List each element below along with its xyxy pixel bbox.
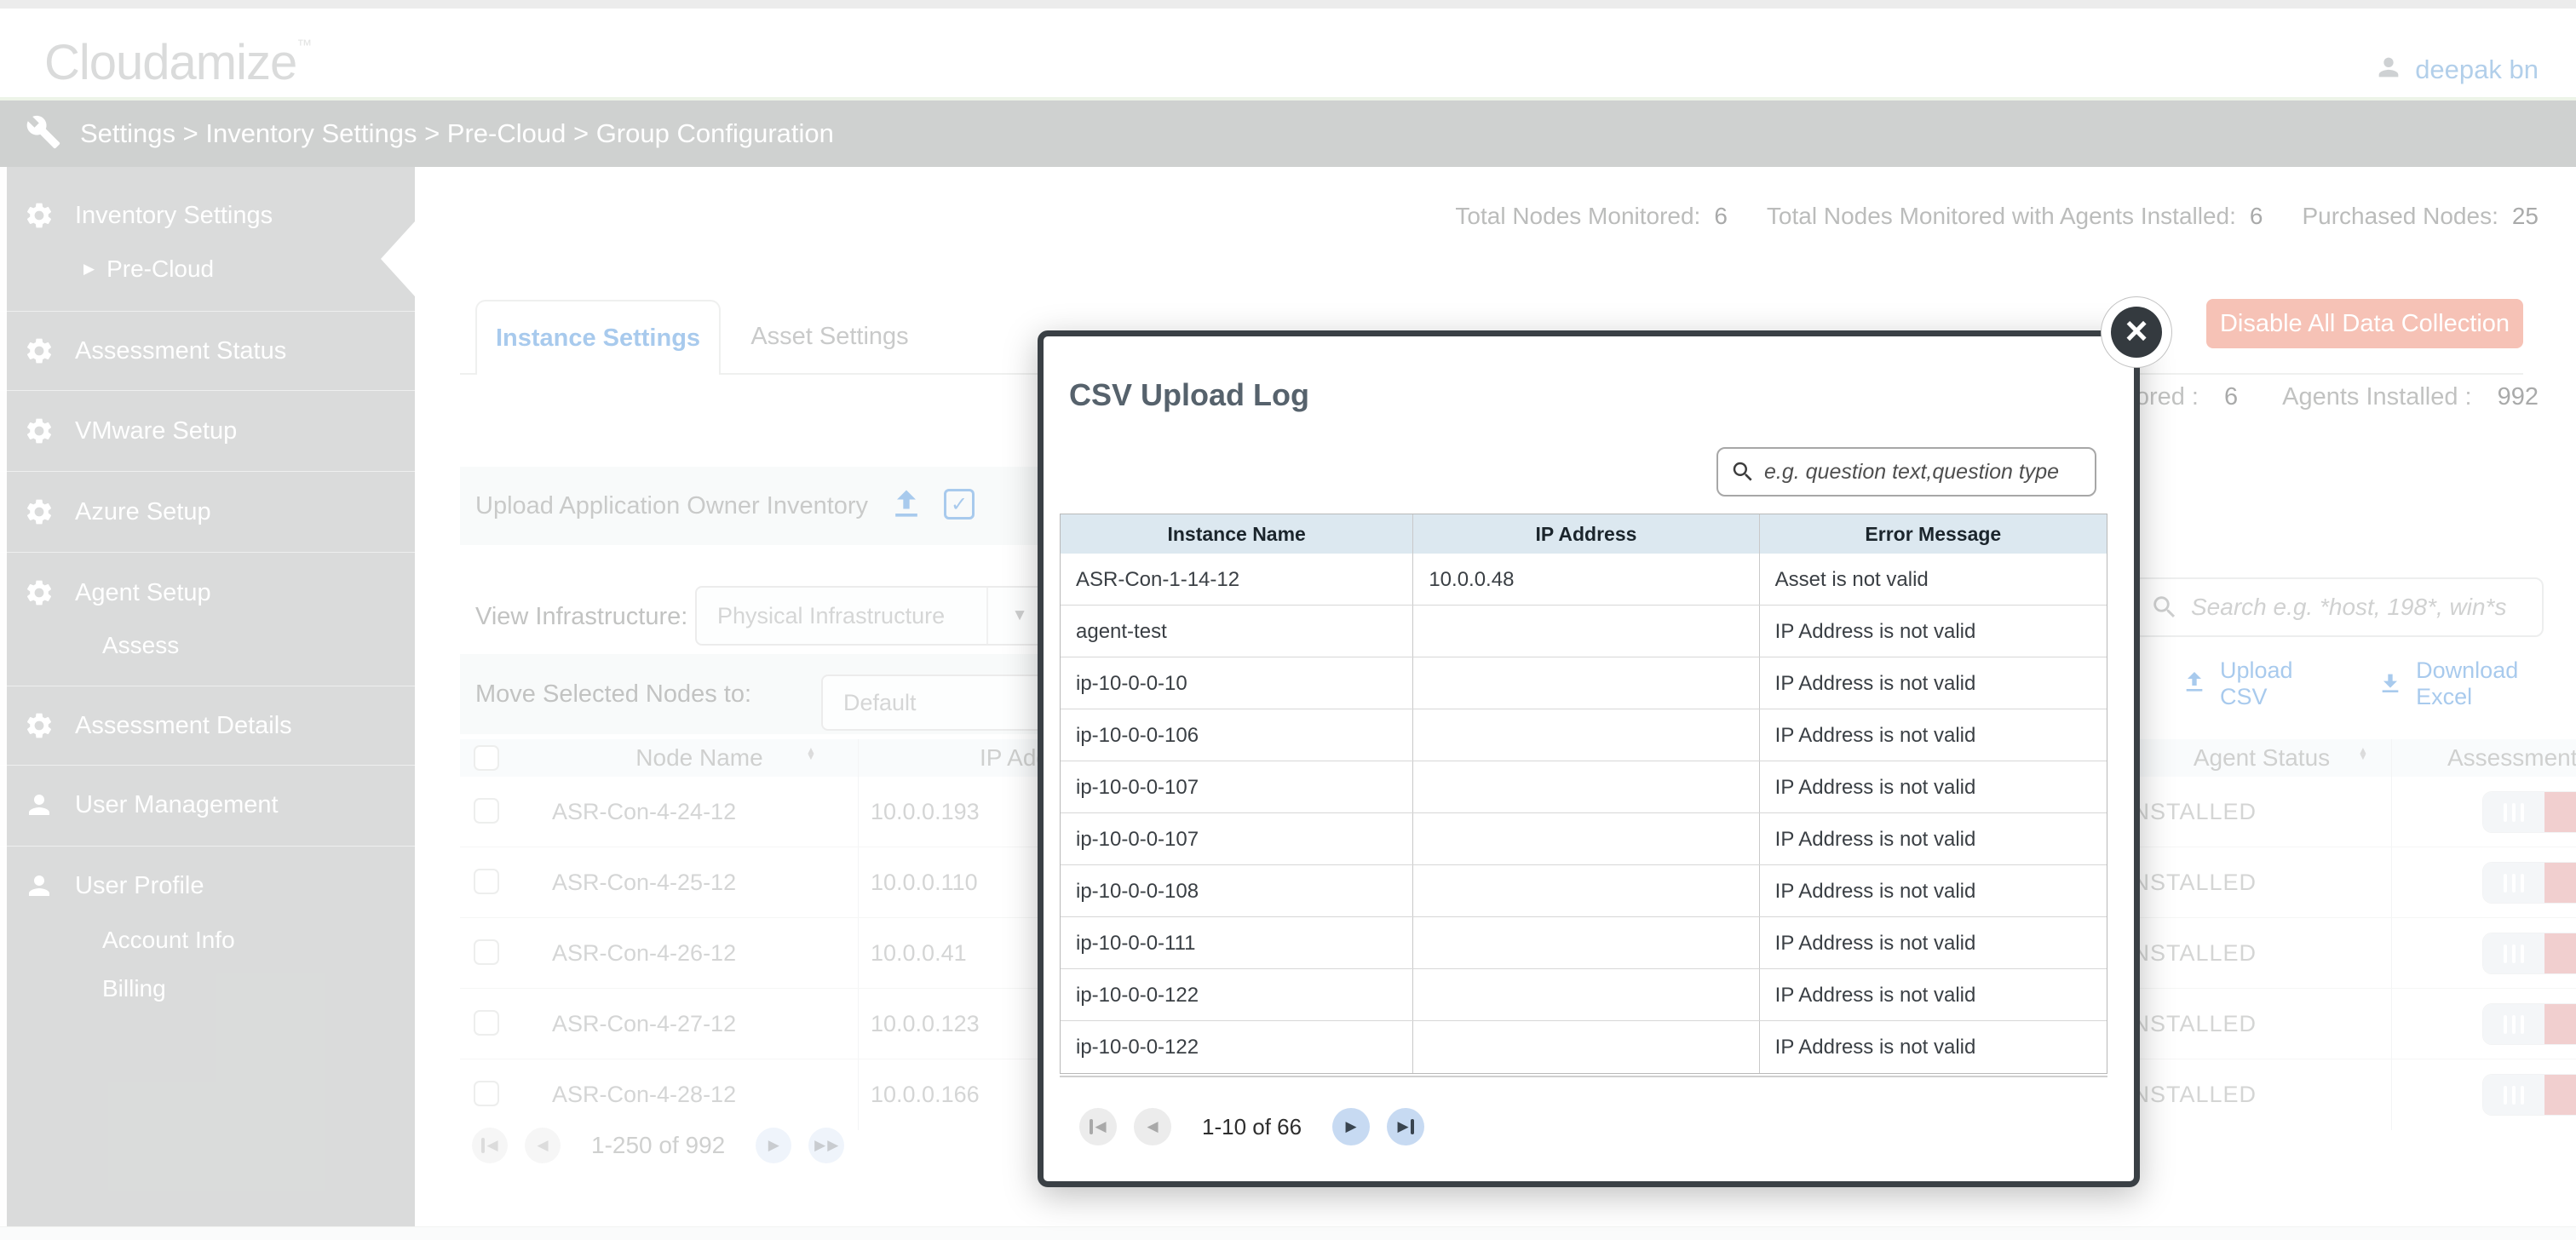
cell-ip-address xyxy=(1413,1021,1760,1073)
cell-instance-name: ip-10-0-0-10 xyxy=(1061,657,1414,709)
table-row: ip-10-0-0-107 IP Address is not valid xyxy=(1061,761,2107,813)
cell-error-message: IP Address is not valid xyxy=(1774,1036,1976,1059)
table-row: ip-10-0-0-108 IP Address is not valid xyxy=(1061,865,2107,917)
table-row: ip-10-0-0-122 IP Address is not valid xyxy=(1061,1021,2107,1073)
cell-instance-name: agent-test xyxy=(1061,606,1414,657)
modal-search-input[interactable] xyxy=(1764,459,2095,485)
cell-error-message: IP Address is not valid xyxy=(1774,724,1976,747)
page-range: 1-10 of 66 xyxy=(1202,1113,1302,1140)
close-icon: × xyxy=(2111,307,2162,358)
cell-instance-name: ip-10-0-0-111 xyxy=(1061,917,1414,968)
cell-instance-name: ip-10-0-0-108 xyxy=(1061,865,1414,916)
cell-ip-address xyxy=(1413,865,1760,916)
search-icon xyxy=(1730,459,1756,485)
cell-instance-name: ip-10-0-0-107 xyxy=(1061,761,1414,812)
table-body: ASR-Con-1-14-12 10.0.0.48 Asset is not v… xyxy=(1061,554,2107,1073)
cell-instance-name: ip-10-0-0-122 xyxy=(1061,969,1414,1020)
cell-ip-address xyxy=(1413,969,1760,1020)
cell-instance-name: ip-10-0-0-106 xyxy=(1061,709,1414,761)
column-header-instance-name: Instance Name xyxy=(1061,514,1414,554)
modal-close-button[interactable]: × xyxy=(2102,297,2171,367)
table-row: ip-10-0-0-111 IP Address is not valid xyxy=(1061,917,2107,969)
first-page-icon: ◀ xyxy=(1095,1118,1107,1134)
cell-ip-address: 10.0.0.48 xyxy=(1413,554,1760,605)
first-page-button[interactable]: ◀ xyxy=(1079,1108,1117,1145)
table-row: ip-10-0-0-10 IP Address is not valid xyxy=(1061,657,2107,709)
last-page-button[interactable]: ▶ xyxy=(1387,1108,1425,1145)
cell-instance-name: ip-10-0-0-122 xyxy=(1061,1021,1414,1073)
cell-error-message: IP Address is not valid xyxy=(1774,620,1976,643)
cell-ip-address xyxy=(1413,709,1760,761)
cell-error-message: IP Address is not valid xyxy=(1774,776,1976,799)
table-row: agent-test IP Address is not valid xyxy=(1061,606,2107,657)
next-page-icon: ▶ xyxy=(1345,1118,1357,1134)
cell-ip-address xyxy=(1413,657,1760,709)
cell-ip-address xyxy=(1413,761,1760,812)
cell-ip-address xyxy=(1413,917,1760,968)
modal-pagination: ◀ ◀ 1-10 of 66 ▶ ▶ xyxy=(1079,1108,1425,1145)
column-header-ip-address: IP Address xyxy=(1413,514,1760,554)
table-row: ASR-Con-1-14-12 10.0.0.48 Asset is not v… xyxy=(1061,554,2107,606)
table-bottom-line xyxy=(1060,1076,2107,1077)
next-page-button[interactable]: ▶ xyxy=(1332,1108,1371,1145)
cell-instance-name: ASR-Con-1-14-12 xyxy=(1061,554,1414,605)
modal-title: CSV Upload Log xyxy=(1069,377,1309,412)
table-row: ip-10-0-0-122 IP Address is not valid xyxy=(1061,969,2107,1021)
modal-search-box[interactable] xyxy=(1716,447,2096,497)
prev-page-button[interactable]: ◀ xyxy=(1134,1108,1171,1145)
cell-instance-name: ip-10-0-0-107 xyxy=(1061,813,1414,864)
last-page-icon: ▶ xyxy=(1397,1118,1409,1134)
cell-error-message: IP Address is not valid xyxy=(1774,828,1976,851)
upload-log-table: Instance Name IP Address Error Message A… xyxy=(1060,514,2107,1074)
table-row: ip-10-0-0-107 IP Address is not valid xyxy=(1061,813,2107,865)
cell-error-message: IP Address is not valid xyxy=(1774,672,1976,695)
table-row: ip-10-0-0-106 IP Address is not valid xyxy=(1061,709,2107,761)
cell-ip-address xyxy=(1413,813,1760,864)
column-header-error-message: Error Message xyxy=(1865,523,2002,545)
cell-error-message: IP Address is not valid xyxy=(1774,984,1976,1007)
cell-error-message: IP Address is not valid xyxy=(1774,932,1976,955)
cell-error-message: Asset is not valid xyxy=(1774,568,1929,591)
table-header-row: Instance Name IP Address Error Message xyxy=(1061,514,2107,554)
prev-page-icon: ◀ xyxy=(1147,1118,1159,1134)
cell-ip-address xyxy=(1413,606,1760,657)
csv-upload-log-modal: CSV Upload Log Instance Name IP Address … xyxy=(1038,330,2140,1187)
cell-error-message: IP Address is not valid xyxy=(1774,880,1976,903)
